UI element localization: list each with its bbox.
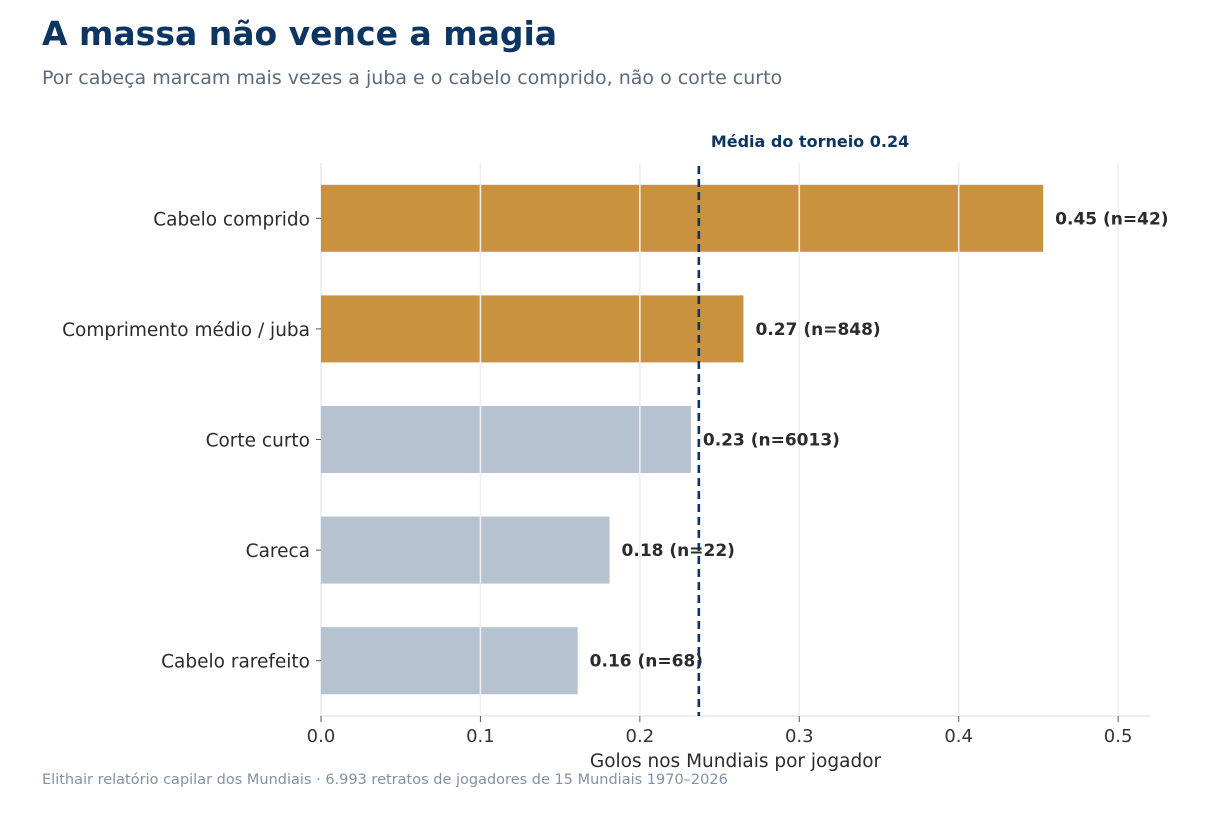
chart-title: A massa não vence a magia	[42, 14, 558, 53]
category-label: Cabelo comprido	[153, 209, 310, 230]
data-label: 0.18 (n=22)	[622, 541, 735, 561]
bar-3	[321, 406, 691, 473]
data-label: 0.27 (n=848)	[755, 320, 880, 340]
x-tick-label: 0.1	[466, 726, 495, 747]
data-label: 0.23 (n=6013)	[703, 431, 840, 451]
category-label: Comprimento médio / juba	[62, 320, 310, 341]
x-tick-label: 0.3	[785, 726, 814, 747]
data-label: 0.45 (n=42)	[1055, 209, 1168, 229]
bar-4	[321, 516, 610, 584]
bar-1	[321, 184, 1044, 252]
chart-subtitle: Por cabeça marcam mais vezes a juba e o …	[42, 67, 783, 89]
category-label: Careca	[246, 541, 310, 562]
source-note: Elithair relatório capilar dos Mundiais …	[42, 772, 728, 788]
data-label: 0.16 (n=68)	[590, 652, 703, 672]
category-label: Cabelo rarefeito	[161, 652, 310, 673]
category-label: Corte curto	[206, 431, 310, 452]
x-axis-title: Golos nos Mundiais por jogador	[590, 751, 882, 772]
tournament-average-label: Média do torneio 0.24	[711, 132, 909, 151]
x-tick-label: 0.4	[944, 726, 973, 747]
x-tick-label: 0.5	[1104, 726, 1133, 747]
x-tick-label: 0.0	[307, 726, 336, 747]
x-tick-label: 0.2	[626, 726, 655, 747]
bar-5	[321, 627, 578, 695]
bar-2	[321, 295, 744, 363]
